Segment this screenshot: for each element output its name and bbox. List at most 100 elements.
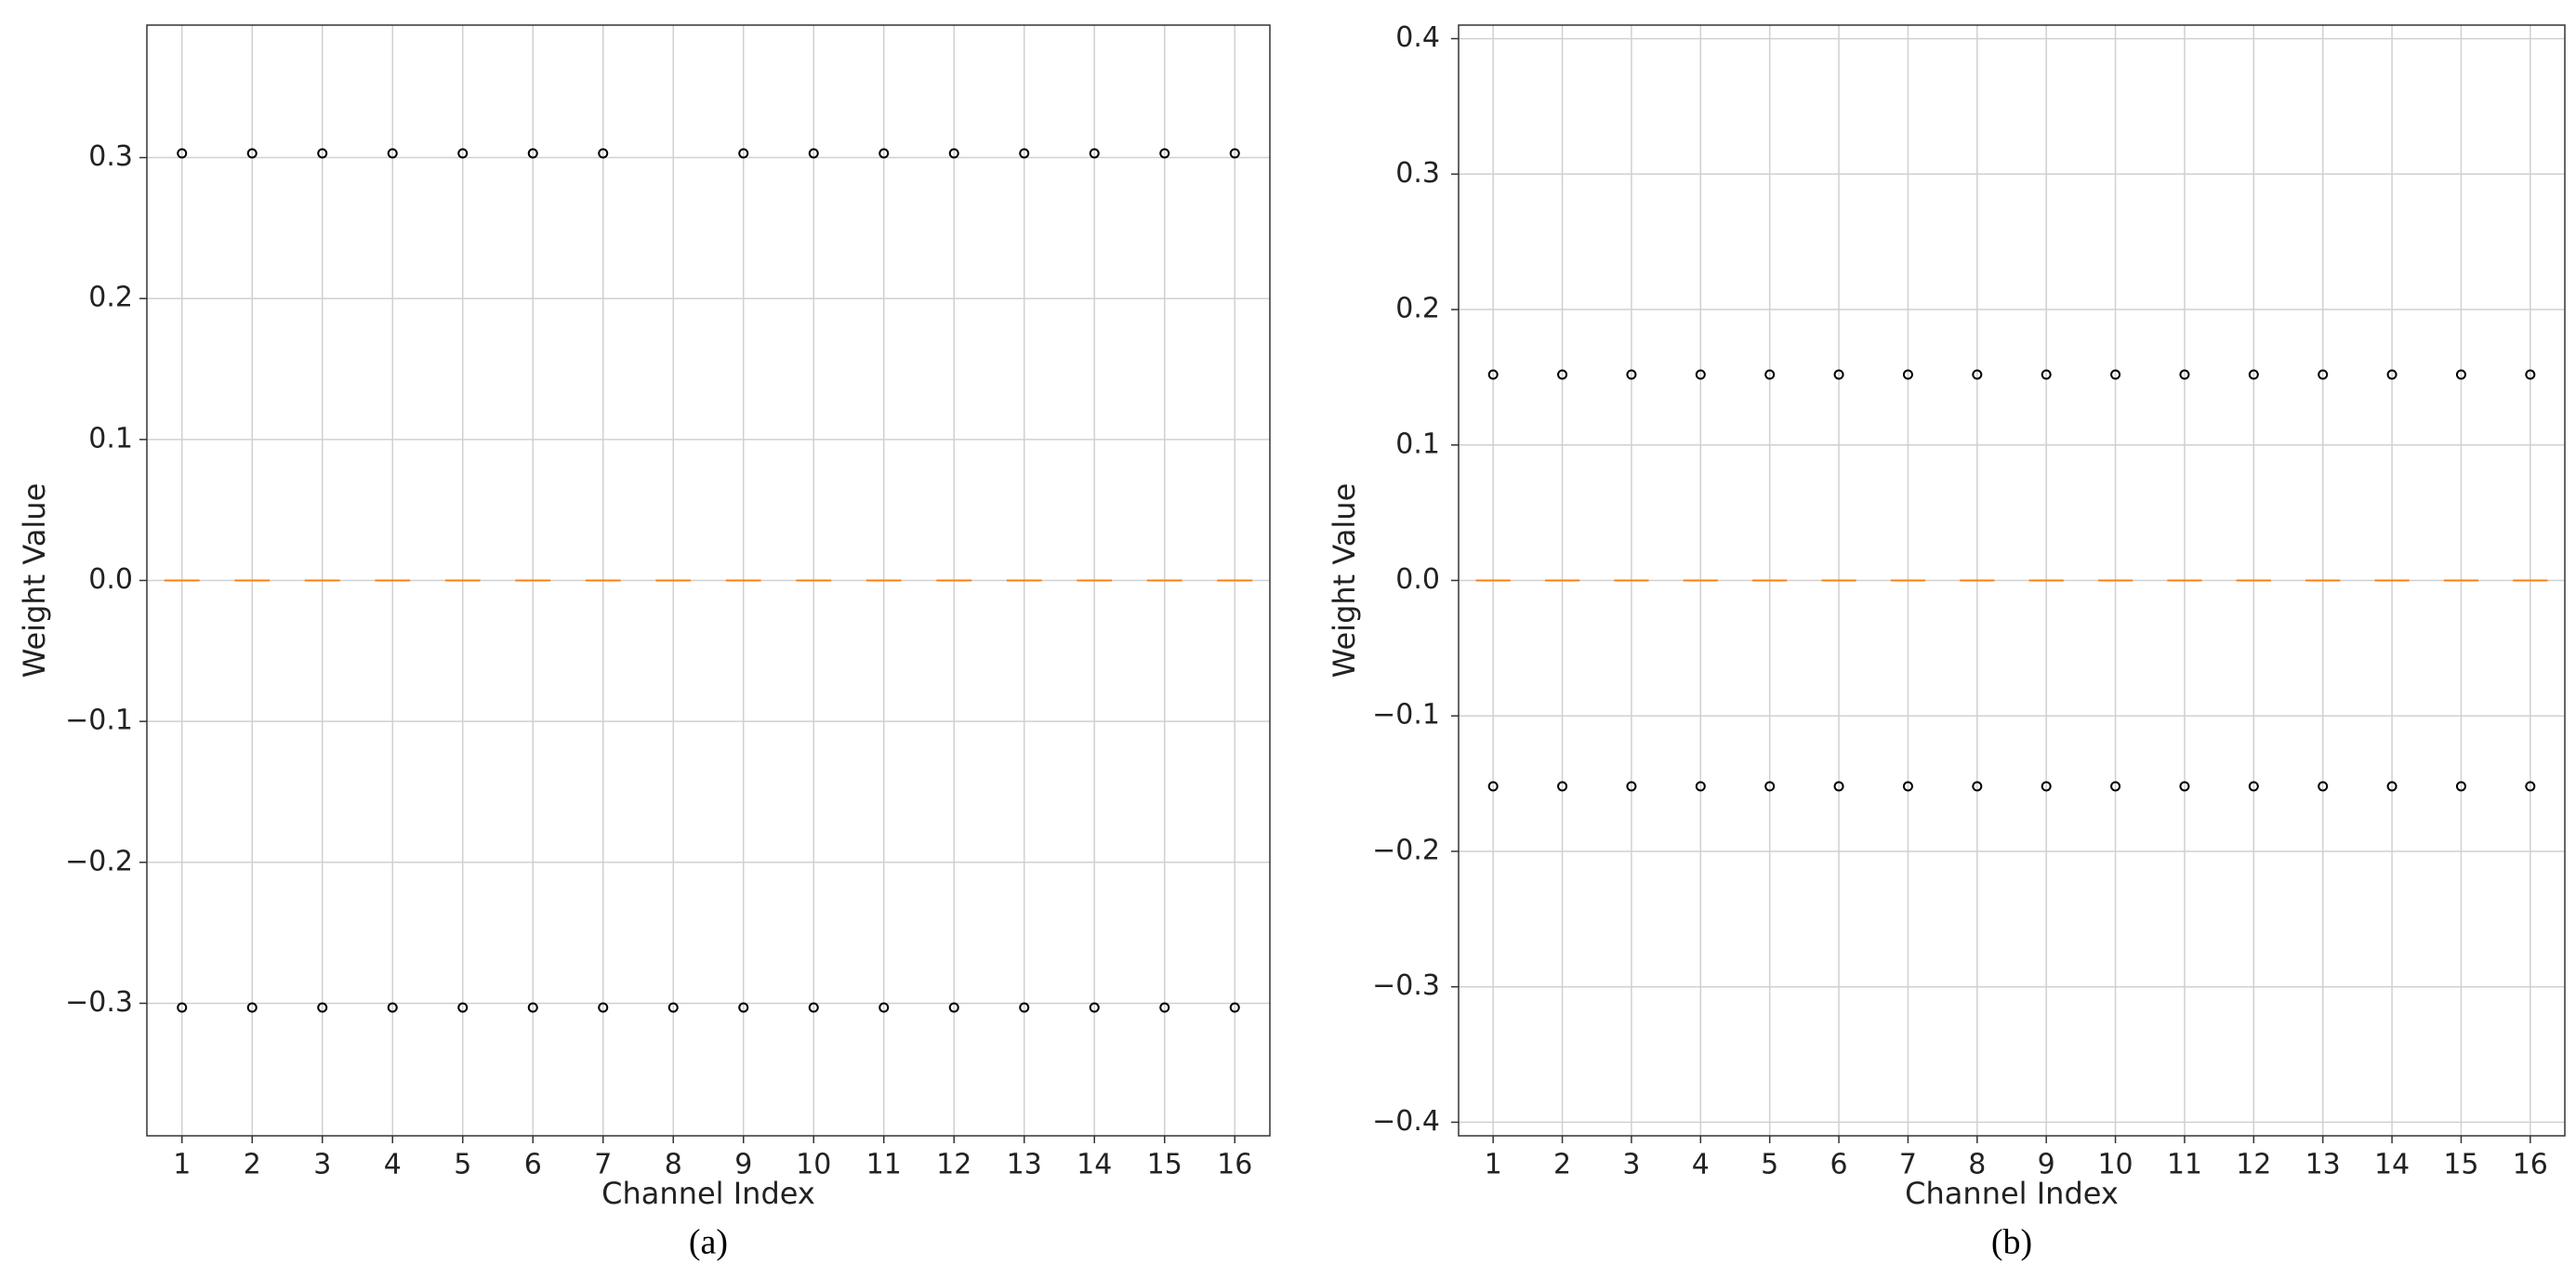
flier bbox=[177, 1002, 188, 1013]
flier bbox=[1902, 781, 1913, 792]
flier bbox=[2248, 781, 2259, 792]
x-tick-label: 9 bbox=[2038, 1149, 2055, 1181]
flier bbox=[246, 148, 258, 159]
y-tick-label: −0.1 bbox=[1372, 699, 1440, 731]
y-tick-label: 0.3 bbox=[1395, 157, 1440, 190]
flier bbox=[1972, 369, 1983, 380]
flier bbox=[1764, 781, 1776, 792]
x-tick-label: 15 bbox=[1147, 1149, 1182, 1181]
flier bbox=[2525, 369, 2536, 380]
flier bbox=[457, 148, 469, 159]
flier bbox=[2318, 781, 2329, 792]
y-tick-label: 0.1 bbox=[88, 422, 133, 455]
x-tick-label: 5 bbox=[1761, 1149, 1778, 1181]
flier bbox=[948, 148, 959, 159]
x-tick-label: 6 bbox=[1830, 1149, 1848, 1181]
y-axis-label: Weight Value bbox=[17, 483, 52, 679]
flier bbox=[598, 148, 609, 159]
flier bbox=[1626, 369, 1637, 380]
x-tick-label: 1 bbox=[1485, 1149, 1502, 1181]
flier bbox=[246, 1002, 258, 1013]
flier bbox=[1764, 369, 1776, 380]
x-tick-label: 4 bbox=[384, 1149, 402, 1181]
flier bbox=[1833, 781, 1844, 792]
flier bbox=[527, 1002, 538, 1013]
flier bbox=[1487, 369, 1499, 380]
x-tick-label: 8 bbox=[1968, 1149, 1986, 1181]
x-tick-label: 7 bbox=[1899, 1149, 1917, 1181]
x-tick-label: 6 bbox=[524, 1149, 542, 1181]
x-tick-label: 12 bbox=[2236, 1149, 2271, 1181]
x-tick-label: 14 bbox=[2374, 1149, 2410, 1181]
flier bbox=[2179, 369, 2190, 380]
x-tick-label: 12 bbox=[936, 1149, 971, 1181]
flier bbox=[1089, 148, 1100, 159]
y-tick-label: −0.3 bbox=[65, 986, 133, 1019]
x-tick-label: 3 bbox=[313, 1149, 331, 1181]
flier bbox=[1229, 148, 1240, 159]
flier bbox=[1626, 781, 1637, 792]
flier bbox=[948, 1002, 959, 1013]
flier bbox=[667, 1002, 679, 1013]
y-tick-label: −0.1 bbox=[65, 705, 133, 737]
x-axis-label: Channel Index bbox=[1905, 1176, 2119, 1211]
flier bbox=[738, 148, 749, 159]
x-tick-label: 4 bbox=[1692, 1149, 1710, 1181]
x-tick-label: 8 bbox=[665, 1149, 682, 1181]
caption: (a) bbox=[689, 1223, 728, 1262]
y-tick-label: −0.2 bbox=[65, 845, 133, 877]
flier bbox=[2041, 781, 2052, 792]
flier bbox=[1833, 369, 1844, 380]
axes-frame bbox=[1458, 24, 2566, 1137]
y-axis-label: Weight Value bbox=[1327, 483, 1362, 679]
flier bbox=[1557, 369, 1568, 380]
flier bbox=[2110, 781, 2121, 792]
x-tick-label: 3 bbox=[1622, 1149, 1640, 1181]
flier bbox=[1229, 1002, 1240, 1013]
x-tick-label: 10 bbox=[796, 1149, 831, 1181]
caption: (b) bbox=[1991, 1223, 2032, 1262]
x-tick-label: 9 bbox=[734, 1149, 752, 1181]
flier bbox=[1487, 781, 1499, 792]
flier bbox=[387, 148, 398, 159]
x-tick-label: 14 bbox=[1077, 1149, 1112, 1181]
flier bbox=[1695, 369, 1706, 380]
flier bbox=[808, 148, 819, 159]
flier bbox=[2525, 781, 2536, 792]
x-tick-label: 13 bbox=[2305, 1149, 2341, 1181]
x-tick-label: 10 bbox=[2097, 1149, 2133, 1181]
flier bbox=[2041, 369, 2052, 380]
y-tick-label: 0.3 bbox=[88, 140, 133, 173]
x-tick-label: 5 bbox=[454, 1149, 471, 1181]
x-tick-label: 16 bbox=[1217, 1149, 1252, 1181]
x-tick-label: 7 bbox=[594, 1149, 612, 1181]
flier bbox=[2318, 369, 2329, 380]
flier bbox=[1159, 148, 1170, 159]
flier bbox=[2455, 369, 2466, 380]
flier bbox=[457, 1002, 469, 1013]
flier bbox=[598, 1002, 609, 1013]
y-tick-label: 0.2 bbox=[1395, 293, 1440, 325]
flier bbox=[387, 1002, 398, 1013]
x-tick-label: 11 bbox=[866, 1149, 902, 1181]
flier bbox=[1089, 1002, 1100, 1013]
x-tick-label: 16 bbox=[2513, 1149, 2548, 1181]
x-tick-label: 2 bbox=[244, 1149, 261, 1181]
y-tick-label: −0.2 bbox=[1372, 834, 1440, 866]
flier bbox=[1695, 781, 1706, 792]
flier bbox=[2110, 369, 2121, 380]
flier bbox=[1902, 369, 1913, 380]
y-tick-label: 0.4 bbox=[1395, 21, 1440, 54]
flier bbox=[2386, 369, 2398, 380]
y-tick-label: 0.0 bbox=[88, 563, 133, 596]
y-tick-label: 0.0 bbox=[1395, 563, 1440, 596]
flier bbox=[1019, 148, 1030, 159]
flier bbox=[2455, 781, 2466, 792]
flier bbox=[177, 148, 188, 159]
flier bbox=[317, 1002, 328, 1013]
flier bbox=[808, 1002, 819, 1013]
y-tick-label: −0.3 bbox=[1372, 969, 1440, 1002]
flier bbox=[1159, 1002, 1170, 1013]
x-tick-label: 15 bbox=[2443, 1149, 2478, 1181]
y-tick-label: −0.4 bbox=[1372, 1105, 1440, 1138]
